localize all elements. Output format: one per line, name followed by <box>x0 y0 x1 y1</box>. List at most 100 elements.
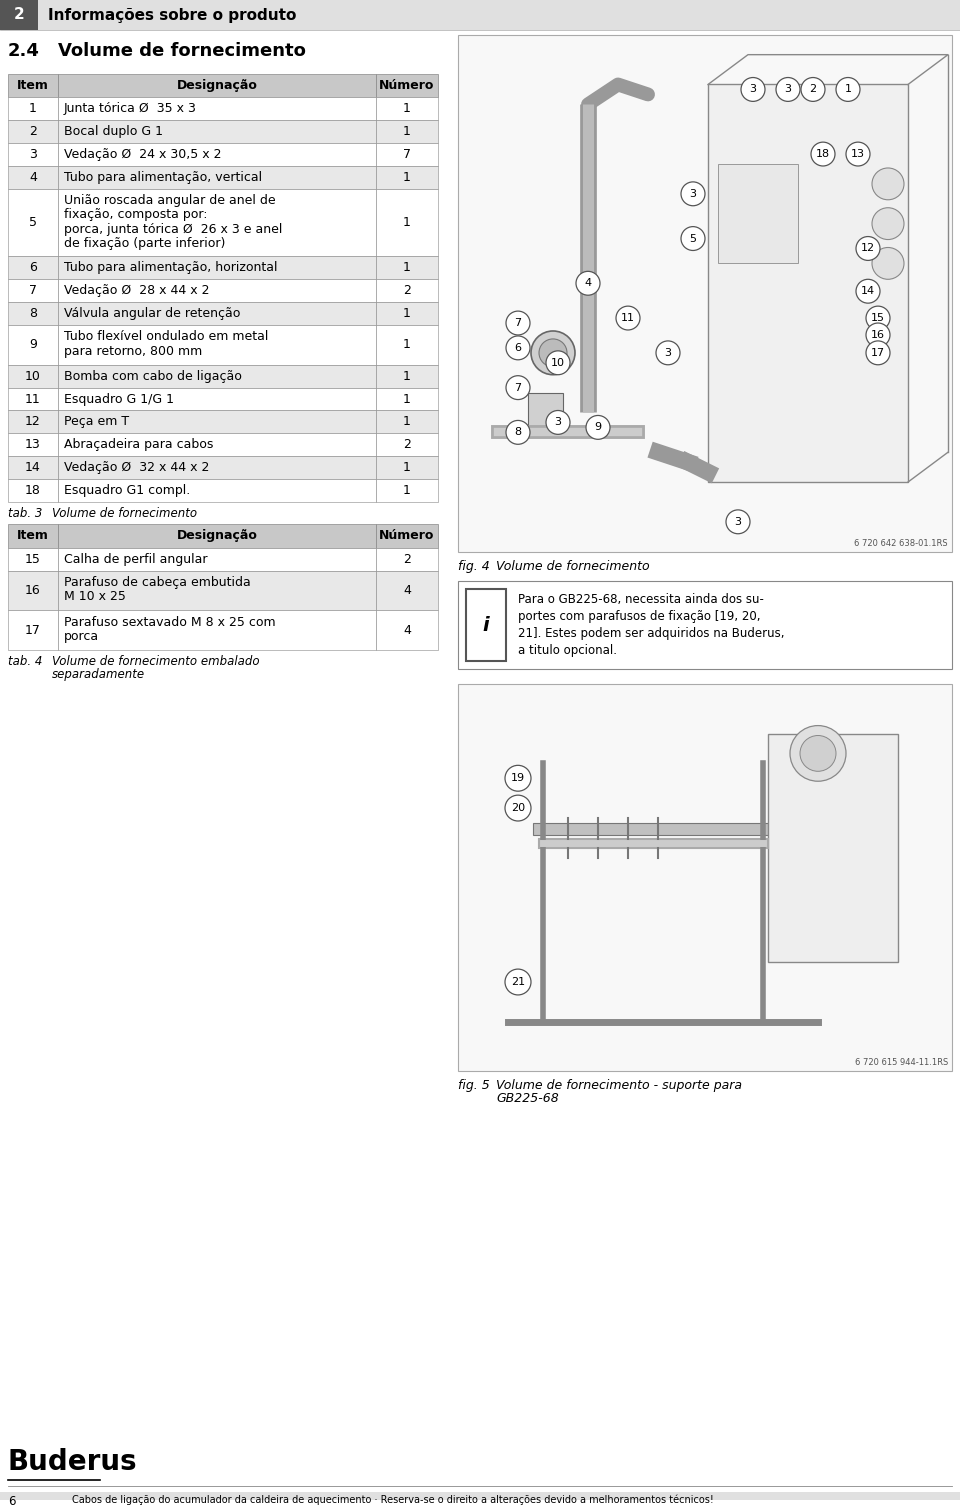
Bar <box>8 121 58 143</box>
Bar <box>533 822 773 834</box>
Text: Informações sobre o produto: Informações sobre o produto <box>48 8 297 23</box>
Text: Volume de fornecimento - suporte para: Volume de fornecimento - suporte para <box>496 1079 742 1093</box>
Text: Vedação Ø  24 x 30,5 x 2: Vedação Ø 24 x 30,5 x 2 <box>64 148 222 161</box>
Text: Parafuso sextavado M 8 x 25 com: Parafuso sextavado M 8 x 25 com <box>64 616 276 629</box>
Text: 10: 10 <box>551 358 565 368</box>
Text: 2: 2 <box>403 438 411 451</box>
Text: 1: 1 <box>403 370 411 383</box>
Circle shape <box>856 279 880 303</box>
Text: 18: 18 <box>816 149 830 158</box>
Text: 1: 1 <box>403 484 411 496</box>
Circle shape <box>506 376 530 400</box>
Text: 4: 4 <box>403 584 411 598</box>
Bar <box>58 143 376 166</box>
Bar <box>376 524 438 548</box>
Bar <box>376 98 438 121</box>
Text: 4: 4 <box>585 278 591 288</box>
Bar <box>768 733 898 963</box>
Bar <box>58 548 376 570</box>
Bar <box>708 85 908 481</box>
Text: 4: 4 <box>29 171 36 184</box>
Bar <box>376 410 438 433</box>
Text: Volume de fornecimento embalado: Volume de fornecimento embalado <box>52 655 259 668</box>
Text: 17: 17 <box>871 349 885 358</box>
Text: 1: 1 <box>403 103 411 115</box>
Circle shape <box>506 311 530 335</box>
Text: 6: 6 <box>8 1495 15 1507</box>
Text: 13: 13 <box>851 149 865 158</box>
Text: 1: 1 <box>29 103 36 115</box>
Bar <box>8 548 58 570</box>
Text: separadamente: separadamente <box>52 668 145 681</box>
Text: 11: 11 <box>621 312 635 323</box>
Text: 13: 13 <box>25 438 41 451</box>
Bar <box>376 166 438 189</box>
Bar <box>58 524 376 548</box>
Text: 4: 4 <box>403 623 411 637</box>
Bar <box>376 570 438 610</box>
Text: Calha de perfil angular: Calha de perfil angular <box>64 552 207 566</box>
Text: 2: 2 <box>29 125 36 139</box>
Bar <box>58 257 376 279</box>
Circle shape <box>872 167 904 199</box>
Circle shape <box>656 341 680 365</box>
Circle shape <box>506 337 530 359</box>
Text: de fixação (parte inferior): de fixação (parte inferior) <box>64 237 226 250</box>
Bar <box>466 590 506 661</box>
Text: 1: 1 <box>403 308 411 320</box>
Text: 9: 9 <box>29 338 36 352</box>
Text: porca, junta tórica Ø  26 x 3 e anel: porca, junta tórica Ø 26 x 3 e anel <box>64 223 282 235</box>
Bar <box>58 166 376 189</box>
Text: 20: 20 <box>511 803 525 813</box>
Bar <box>376 279 438 302</box>
Text: 2: 2 <box>403 284 411 297</box>
Bar <box>8 570 58 610</box>
Text: 1: 1 <box>403 261 411 275</box>
Text: Vedação Ø  32 x 44 x 2: Vedação Ø 32 x 44 x 2 <box>64 462 209 474</box>
Bar <box>8 302 58 324</box>
Text: 6: 6 <box>29 261 36 275</box>
Text: 18: 18 <box>25 484 41 496</box>
Text: 12: 12 <box>25 415 41 429</box>
Text: fig. 5: fig. 5 <box>458 1079 490 1093</box>
Bar <box>458 581 952 668</box>
Text: Volume de fornecimento: Volume de fornecimento <box>496 560 650 572</box>
Text: 1: 1 <box>845 85 852 95</box>
Text: 7: 7 <box>403 148 411 161</box>
Text: 8: 8 <box>515 427 521 438</box>
Text: Cabos de ligação do acumulador da caldeira de aquecimento · Reserva-se o direito: Cabos de ligação do acumulador da caldei… <box>72 1495 713 1506</box>
Text: 3: 3 <box>29 148 36 161</box>
Text: Tubo para alimentação, vertical: Tubo para alimentação, vertical <box>64 171 262 184</box>
Text: 3: 3 <box>734 516 741 527</box>
Text: 21]. Estes podem ser adquiridos na Buderus,: 21]. Estes podem ser adquiridos na Buder… <box>518 628 784 640</box>
Bar <box>58 610 376 650</box>
Text: 3: 3 <box>664 349 671 358</box>
Bar <box>376 365 438 388</box>
Bar <box>58 456 376 478</box>
Bar <box>718 164 798 264</box>
Bar <box>376 324 438 365</box>
Text: Bomba com cabo de ligação: Bomba com cabo de ligação <box>64 370 242 383</box>
Text: Designação: Designação <box>177 78 257 92</box>
Text: 5: 5 <box>29 216 37 229</box>
Circle shape <box>506 421 530 444</box>
Bar <box>376 257 438 279</box>
Text: 12: 12 <box>861 243 876 254</box>
Bar <box>376 143 438 166</box>
Text: 11: 11 <box>25 392 41 406</box>
Bar <box>58 365 376 388</box>
Bar <box>58 433 376 456</box>
Circle shape <box>505 765 531 791</box>
Text: 1: 1 <box>403 392 411 406</box>
Text: 1: 1 <box>403 171 411 184</box>
Text: Para o GB225-68, necessita ainda dos su-: Para o GB225-68, necessita ainda dos su- <box>518 593 764 607</box>
Text: 15: 15 <box>871 312 885 323</box>
Circle shape <box>872 208 904 240</box>
Text: 3: 3 <box>555 418 562 427</box>
Text: 3: 3 <box>784 85 791 95</box>
Bar <box>8 388 58 410</box>
Text: porca: porca <box>64 631 99 643</box>
Text: 2.4: 2.4 <box>8 42 40 60</box>
Circle shape <box>726 510 750 534</box>
Text: Esquadro G1 compl.: Esquadro G1 compl. <box>64 484 190 496</box>
